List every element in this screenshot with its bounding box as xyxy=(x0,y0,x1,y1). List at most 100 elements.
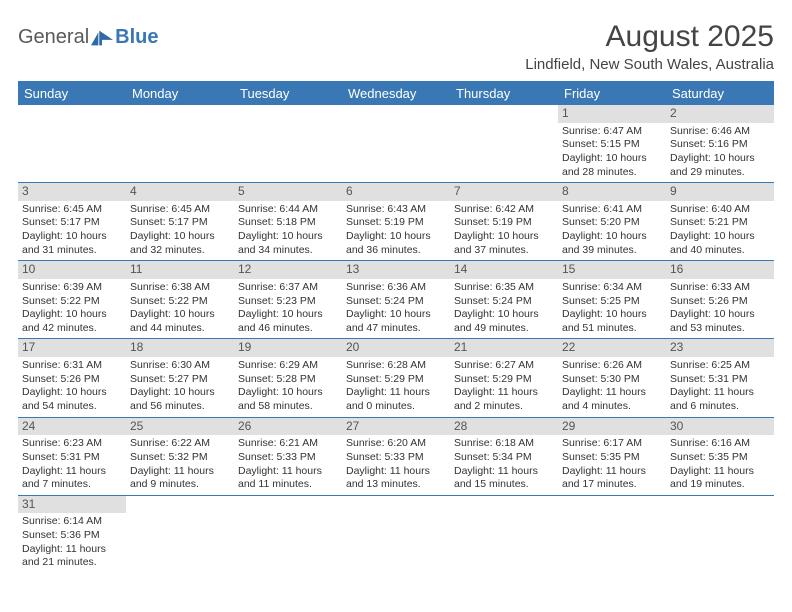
day-cell: 18Sunrise: 6:30 AMSunset: 5:27 PMDayligh… xyxy=(126,339,234,417)
daylight-text: Daylight: 11 hours and 6 minutes. xyxy=(670,386,770,413)
sunset-text: Sunset: 5:18 PM xyxy=(238,216,338,230)
daylight-text: Daylight: 10 hours and 47 minutes. xyxy=(346,308,446,335)
daylight-text: Daylight: 11 hours and 7 minutes. xyxy=(22,465,122,492)
sunset-text: Sunset: 5:22 PM xyxy=(130,295,230,309)
day-number: 10 xyxy=(18,261,126,279)
weekday-header: Friday xyxy=(558,82,666,106)
sunrise-text: Sunrise: 6:29 AM xyxy=(238,359,338,373)
sunrise-text: Sunrise: 6:38 AM xyxy=(130,281,230,295)
day-number: 24 xyxy=(18,418,126,436)
sunrise-text: Sunrise: 6:21 AM xyxy=(238,437,338,451)
day-number: 11 xyxy=(126,261,234,279)
daylight-text: Daylight: 11 hours and 21 minutes. xyxy=(22,543,122,570)
sunrise-text: Sunrise: 6:40 AM xyxy=(670,203,770,217)
sunset-text: Sunset: 5:35 PM xyxy=(670,451,770,465)
weekday-header: Thursday xyxy=(450,82,558,106)
day-cell: 14Sunrise: 6:35 AMSunset: 5:24 PMDayligh… xyxy=(450,261,558,339)
sunset-text: Sunset: 5:33 PM xyxy=(346,451,446,465)
day-cell: 20Sunrise: 6:28 AMSunset: 5:29 PMDayligh… xyxy=(342,339,450,417)
daylight-text: Daylight: 10 hours and 49 minutes. xyxy=(454,308,554,335)
daylight-text: Daylight: 10 hours and 58 minutes. xyxy=(238,386,338,413)
sunrise-text: Sunrise: 6:31 AM xyxy=(22,359,122,373)
sunset-text: Sunset: 5:26 PM xyxy=(670,295,770,309)
day-cell xyxy=(126,105,234,183)
sunset-text: Sunset: 5:24 PM xyxy=(346,295,446,309)
sunrise-text: Sunrise: 6:27 AM xyxy=(454,359,554,373)
sunrise-text: Sunrise: 6:16 AM xyxy=(670,437,770,451)
daylight-text: Daylight: 10 hours and 28 minutes. xyxy=(562,152,662,179)
day-number: 8 xyxy=(558,183,666,201)
sunrise-text: Sunrise: 6:41 AM xyxy=(562,203,662,217)
day-cell: 31Sunrise: 6:14 AMSunset: 5:36 PMDayligh… xyxy=(18,495,126,573)
day-cell xyxy=(234,495,342,573)
day-number: 4 xyxy=(126,183,234,201)
week-row: 17Sunrise: 6:31 AMSunset: 5:26 PMDayligh… xyxy=(18,339,774,417)
calendar-page: General Blue August 2025 Lindfield, New … xyxy=(0,0,792,583)
day-number: 18 xyxy=(126,339,234,357)
sunset-text: Sunset: 5:16 PM xyxy=(670,138,770,152)
sunset-text: Sunset: 5:29 PM xyxy=(454,373,554,387)
week-row: 31Sunrise: 6:14 AMSunset: 5:36 PMDayligh… xyxy=(18,495,774,573)
daylight-text: Daylight: 10 hours and 34 minutes. xyxy=(238,230,338,257)
sunrise-text: Sunrise: 6:44 AM xyxy=(238,203,338,217)
page-subtitle: Lindfield, New South Wales, Australia xyxy=(525,56,774,73)
week-row: 3Sunrise: 6:45 AMSunset: 5:17 PMDaylight… xyxy=(18,183,774,261)
day-number: 17 xyxy=(18,339,126,357)
daylight-text: Daylight: 10 hours and 36 minutes. xyxy=(346,230,446,257)
weekday-header: Tuesday xyxy=(234,82,342,106)
daylight-text: Daylight: 11 hours and 0 minutes. xyxy=(346,386,446,413)
sunset-text: Sunset: 5:17 PM xyxy=(22,216,122,230)
sunrise-text: Sunrise: 6:18 AM xyxy=(454,437,554,451)
sunrise-text: Sunrise: 6:42 AM xyxy=(454,203,554,217)
sunset-text: Sunset: 5:25 PM xyxy=(562,295,662,309)
daylight-text: Daylight: 11 hours and 17 minutes. xyxy=(562,465,662,492)
day-number: 16 xyxy=(666,261,774,279)
day-cell: 5Sunrise: 6:44 AMSunset: 5:18 PMDaylight… xyxy=(234,183,342,261)
sunset-text: Sunset: 5:31 PM xyxy=(670,373,770,387)
daylight-text: Daylight: 10 hours and 44 minutes. xyxy=(130,308,230,335)
flag-icon xyxy=(91,30,113,46)
day-cell xyxy=(234,105,342,183)
day-number: 9 xyxy=(666,183,774,201)
day-number: 21 xyxy=(450,339,558,357)
sunrise-text: Sunrise: 6:34 AM xyxy=(562,281,662,295)
day-cell: 8Sunrise: 6:41 AMSunset: 5:20 PMDaylight… xyxy=(558,183,666,261)
weekday-header: Saturday xyxy=(666,82,774,106)
sunrise-text: Sunrise: 6:45 AM xyxy=(130,203,230,217)
sunrise-text: Sunrise: 6:17 AM xyxy=(562,437,662,451)
sunrise-text: Sunrise: 6:39 AM xyxy=(22,281,122,295)
day-cell xyxy=(126,495,234,573)
sunset-text: Sunset: 5:24 PM xyxy=(454,295,554,309)
sunset-text: Sunset: 5:20 PM xyxy=(562,216,662,230)
header: General Blue August 2025 Lindfield, New … xyxy=(18,20,774,73)
day-cell: 30Sunrise: 6:16 AMSunset: 5:35 PMDayligh… xyxy=(666,417,774,495)
day-cell xyxy=(342,105,450,183)
sunrise-text: Sunrise: 6:35 AM xyxy=(454,281,554,295)
day-number: 3 xyxy=(18,183,126,201)
weekday-header: Sunday xyxy=(18,82,126,106)
day-cell xyxy=(558,495,666,573)
day-cell: 19Sunrise: 6:29 AMSunset: 5:28 PMDayligh… xyxy=(234,339,342,417)
daylight-text: Daylight: 10 hours and 56 minutes. xyxy=(130,386,230,413)
day-cell: 25Sunrise: 6:22 AMSunset: 5:32 PMDayligh… xyxy=(126,417,234,495)
day-cell: 1Sunrise: 6:47 AMSunset: 5:15 PMDaylight… xyxy=(558,105,666,183)
daylight-text: Daylight: 11 hours and 19 minutes. xyxy=(670,465,770,492)
day-cell: 16Sunrise: 6:33 AMSunset: 5:26 PMDayligh… xyxy=(666,261,774,339)
sunset-text: Sunset: 5:19 PM xyxy=(454,216,554,230)
daylight-text: Daylight: 10 hours and 40 minutes. xyxy=(670,230,770,257)
logo: General Blue xyxy=(18,20,159,49)
daylight-text: Daylight: 11 hours and 13 minutes. xyxy=(346,465,446,492)
sunset-text: Sunset: 5:19 PM xyxy=(346,216,446,230)
day-cell: 10Sunrise: 6:39 AMSunset: 5:22 PMDayligh… xyxy=(18,261,126,339)
sunrise-text: Sunrise: 6:43 AM xyxy=(346,203,446,217)
day-number: 26 xyxy=(234,418,342,436)
day-number: 15 xyxy=(558,261,666,279)
sunset-text: Sunset: 5:28 PM xyxy=(238,373,338,387)
sunrise-text: Sunrise: 6:45 AM xyxy=(22,203,122,217)
sunset-text: Sunset: 5:23 PM xyxy=(238,295,338,309)
week-row: 1Sunrise: 6:47 AMSunset: 5:15 PMDaylight… xyxy=(18,105,774,183)
day-number: 7 xyxy=(450,183,558,201)
sunrise-text: Sunrise: 6:46 AM xyxy=(670,125,770,139)
sunset-text: Sunset: 5:17 PM xyxy=(130,216,230,230)
sunset-text: Sunset: 5:29 PM xyxy=(346,373,446,387)
